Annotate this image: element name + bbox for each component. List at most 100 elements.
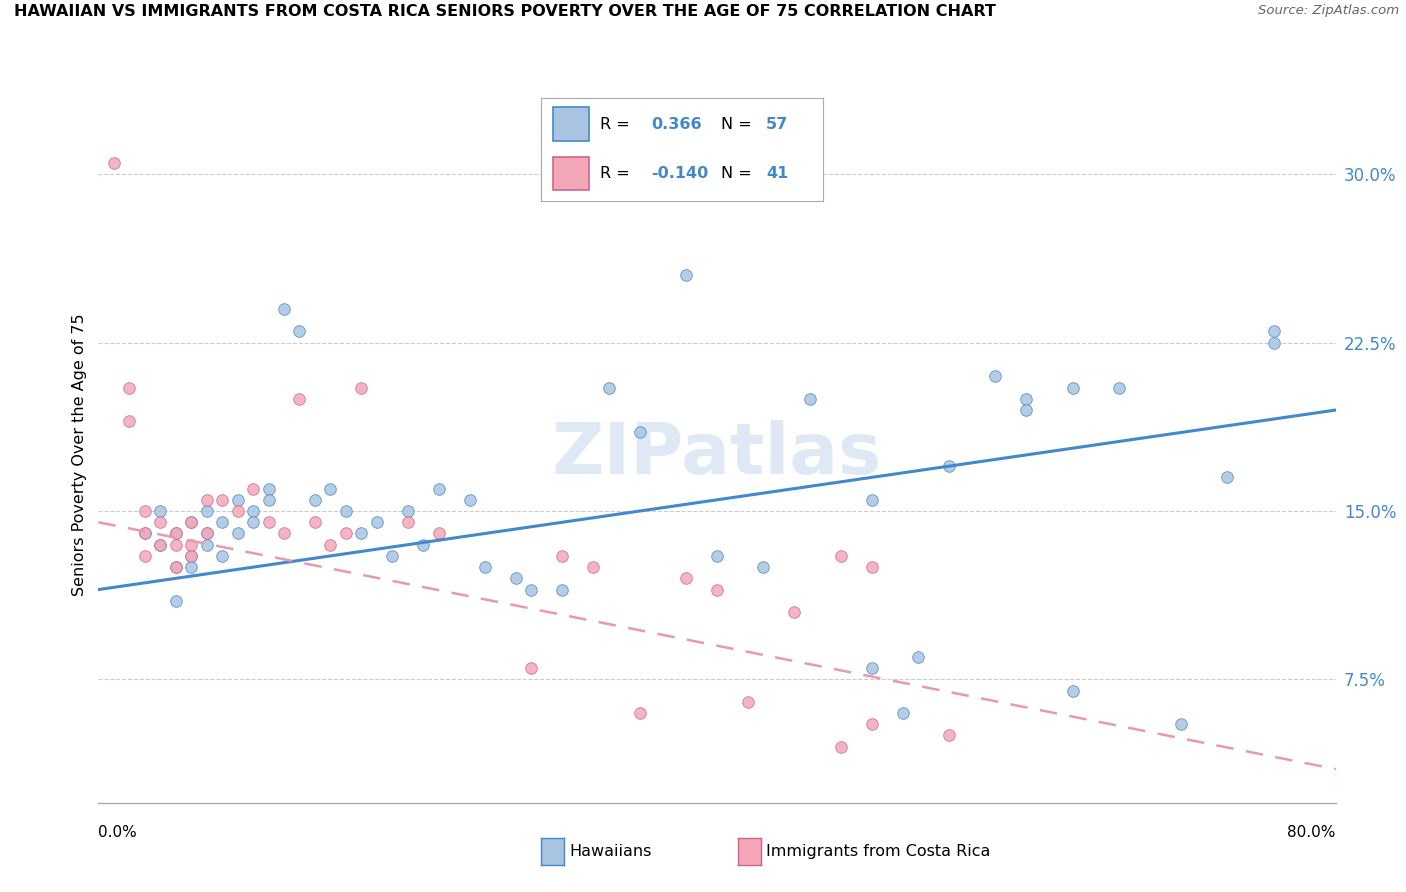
Text: Hawaiians: Hawaiians	[569, 845, 652, 859]
Point	[860, 492, 883, 507]
Point	[706, 582, 728, 597]
Point	[165, 594, 187, 608]
Point	[118, 381, 141, 395]
Text: 0.0%: 0.0%	[98, 825, 138, 840]
Point	[180, 538, 202, 552]
Point	[165, 526, 187, 541]
Point	[149, 504, 172, 518]
Point	[257, 515, 280, 529]
Point	[226, 526, 249, 541]
Text: 41: 41	[766, 166, 789, 181]
Point	[1216, 470, 1239, 484]
Point	[1015, 392, 1038, 406]
Point	[427, 482, 450, 496]
Point	[180, 515, 202, 529]
Text: N =: N =	[721, 117, 752, 132]
Point	[366, 515, 388, 529]
Point	[165, 538, 187, 552]
Point	[195, 526, 218, 541]
Point	[907, 649, 929, 664]
Point	[938, 459, 960, 474]
Point	[350, 526, 373, 541]
Point	[211, 515, 233, 529]
Point	[860, 717, 883, 731]
Point	[860, 661, 883, 675]
Point	[1108, 381, 1130, 395]
Point	[1170, 717, 1192, 731]
Point	[1062, 381, 1084, 395]
Point	[304, 515, 326, 529]
Point	[319, 538, 342, 552]
Point	[938, 729, 960, 743]
Point	[891, 706, 914, 720]
Point	[505, 571, 527, 585]
Point	[427, 526, 450, 541]
Point	[1263, 325, 1285, 339]
Text: Immigrants from Costa Rica: Immigrants from Costa Rica	[766, 845, 991, 859]
Text: Source: ZipAtlas.com: Source: ZipAtlas.com	[1258, 4, 1399, 18]
Point	[551, 549, 574, 563]
Point	[149, 538, 172, 552]
Text: 80.0%: 80.0%	[1288, 825, 1336, 840]
Point	[675, 571, 697, 585]
Point	[350, 381, 373, 395]
Point	[134, 549, 156, 563]
Point	[134, 526, 156, 541]
Point	[211, 492, 233, 507]
Point	[1263, 335, 1285, 350]
Point	[304, 492, 326, 507]
Text: ZIPatlas: ZIPatlas	[553, 420, 882, 490]
Point	[830, 549, 852, 563]
Point	[551, 582, 574, 597]
Point	[412, 538, 434, 552]
Point	[860, 560, 883, 574]
Point	[335, 526, 357, 541]
Point	[319, 482, 342, 496]
Point	[520, 582, 543, 597]
Point	[242, 504, 264, 518]
Point	[134, 504, 156, 518]
Point	[396, 515, 419, 529]
Text: 57: 57	[766, 117, 789, 132]
Point	[242, 515, 264, 529]
FancyBboxPatch shape	[553, 107, 589, 141]
Point	[1062, 683, 1084, 698]
Point	[180, 560, 202, 574]
Point	[226, 492, 249, 507]
Text: R =: R =	[600, 166, 630, 181]
Point	[195, 538, 218, 552]
Point	[103, 156, 125, 170]
Point	[474, 560, 496, 574]
Point	[706, 549, 728, 563]
Text: N =: N =	[721, 166, 752, 181]
Point	[273, 301, 295, 316]
Point	[520, 661, 543, 675]
Point	[830, 739, 852, 754]
Point	[242, 482, 264, 496]
Point	[783, 605, 806, 619]
Point	[226, 504, 249, 518]
Point	[165, 560, 187, 574]
Point	[675, 268, 697, 283]
Point	[737, 695, 759, 709]
Point	[180, 549, 202, 563]
Point	[257, 482, 280, 496]
Text: HAWAIIAN VS IMMIGRANTS FROM COSTA RICA SENIORS POVERTY OVER THE AGE OF 75 CORREL: HAWAIIAN VS IMMIGRANTS FROM COSTA RICA S…	[14, 4, 995, 20]
Point	[165, 526, 187, 541]
Point	[288, 325, 311, 339]
Point	[149, 515, 172, 529]
Text: R =: R =	[600, 117, 630, 132]
Point	[273, 526, 295, 541]
Point	[180, 515, 202, 529]
Point	[180, 549, 202, 563]
Point	[598, 381, 620, 395]
Point	[195, 526, 218, 541]
Point	[381, 549, 404, 563]
Point	[458, 492, 481, 507]
Point	[165, 560, 187, 574]
Point	[134, 526, 156, 541]
Point	[396, 504, 419, 518]
FancyBboxPatch shape	[553, 157, 589, 190]
Y-axis label: Seniors Poverty Over the Age of 75: Seniors Poverty Over the Age of 75	[72, 314, 87, 596]
Point	[288, 392, 311, 406]
